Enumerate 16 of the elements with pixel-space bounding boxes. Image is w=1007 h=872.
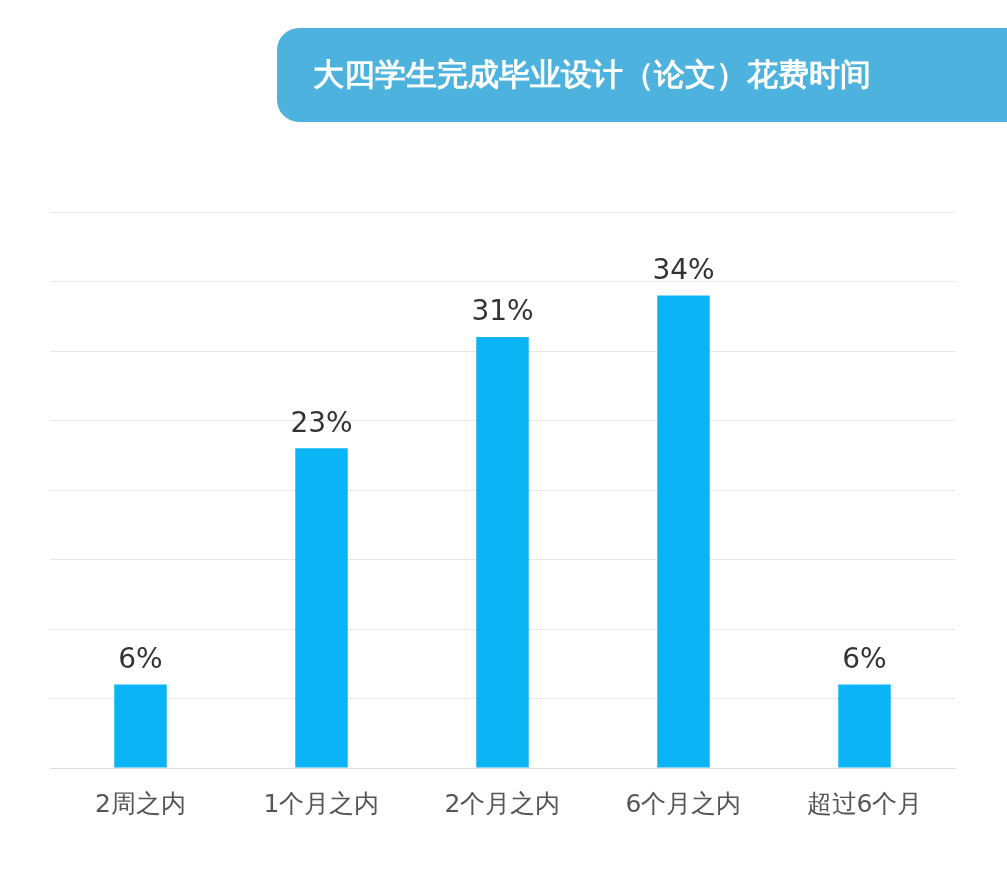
data-label: 23% bbox=[290, 405, 353, 439]
data-label: 6% bbox=[118, 641, 163, 675]
bar bbox=[114, 684, 167, 768]
x-tick-label: 1个月之内 bbox=[263, 788, 380, 818]
x-tick-label: 超过6个月 bbox=[806, 788, 923, 818]
x-tick-label: 6个月之内 bbox=[625, 788, 742, 818]
data-label: 6% bbox=[842, 641, 887, 675]
bar bbox=[657, 295, 710, 768]
bar bbox=[838, 684, 891, 768]
data-label: 34% bbox=[652, 252, 715, 286]
data-label: 31% bbox=[471, 294, 534, 328]
x-tick-label: 2周之内 bbox=[95, 788, 186, 818]
bar bbox=[295, 448, 348, 768]
bar bbox=[476, 337, 529, 768]
x-tick-label: 2个月之内 bbox=[444, 788, 561, 818]
chart-title: 大四学生完成毕业设计（论文）花费时间 bbox=[277, 28, 1007, 122]
